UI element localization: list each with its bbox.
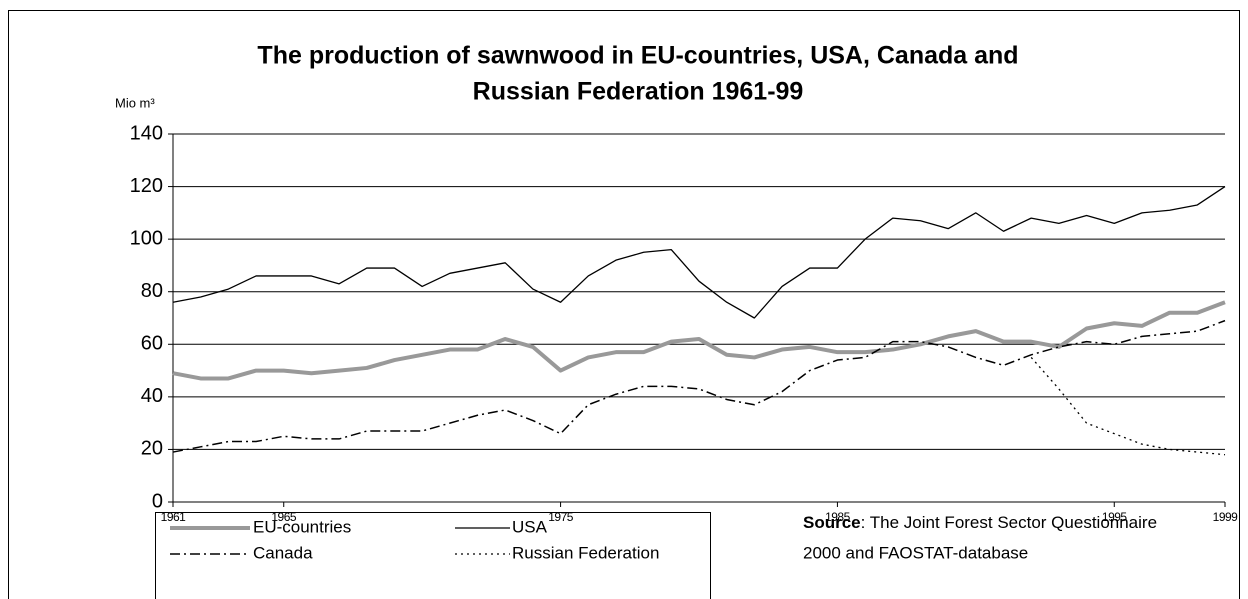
x-tick-label: 1999 (1213, 510, 1239, 524)
y-tick-label: 120 (130, 175, 163, 197)
series-line (172, 300, 1226, 381)
series-line (1030, 357, 1226, 456)
legend-label: Canada (253, 543, 313, 562)
y-axis-label: Mio m³ (115, 95, 155, 110)
series-line (172, 319, 1226, 453)
y-tick-label: 140 (130, 122, 163, 144)
chart-title: Russian Federation 1961-99 (473, 78, 804, 106)
x-tick-label: 1961 (161, 510, 187, 524)
legend-label: USA (512, 517, 548, 536)
source-text: : The Joint Forest Sector Questionnaire (861, 513, 1157, 532)
y-tick-label: 100 (130, 227, 163, 249)
x-tick-label: 1995 (1102, 510, 1128, 524)
source-text: 2000 and FAOSTAT-database (803, 543, 1028, 562)
y-tick-label: 60 (141, 333, 163, 355)
legend-label: EU-countries (253, 517, 351, 536)
chart-title: The production of sawnwood in EU-countri… (257, 42, 1018, 70)
series-line (172, 186, 1226, 319)
source: Source: The Joint Forest Sector Question… (803, 513, 1157, 532)
x-tick-label: 1965 (271, 510, 297, 524)
source-label: Source (803, 513, 861, 532)
x-tick-label: 1985 (825, 510, 851, 524)
y-tick-label: 40 (141, 385, 163, 407)
chart-frame (8, 10, 1240, 599)
y-tick-label: 0 (152, 490, 163, 512)
legend-label: Russian Federation (512, 543, 659, 562)
y-tick-label: 20 (141, 438, 163, 460)
x-tick-label: 1975 (548, 510, 574, 524)
y-tick-label: 80 (141, 280, 163, 302)
